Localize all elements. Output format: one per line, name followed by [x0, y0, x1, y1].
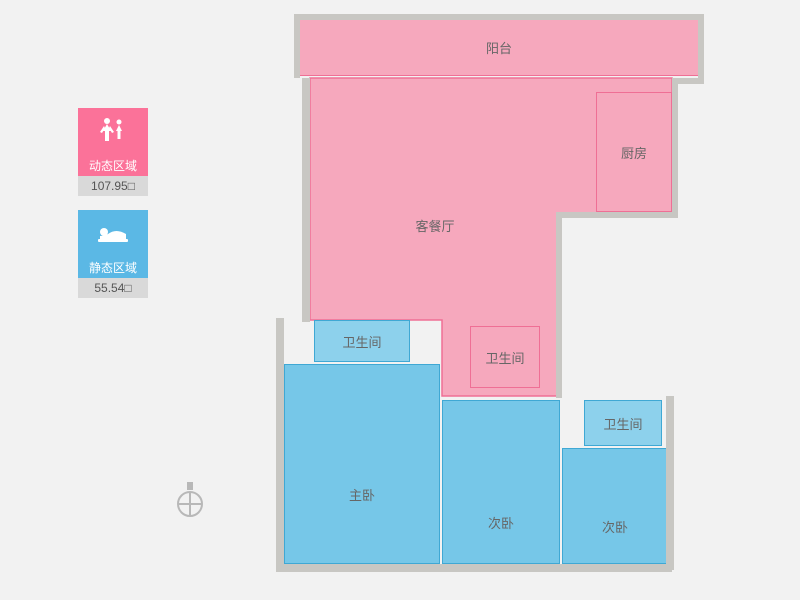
- wall-segment: [666, 396, 674, 570]
- wall-segment: [276, 318, 284, 570]
- room-balcony: 阳台: [298, 18, 700, 76]
- floorplan-stage: 客餐厅 阳台厨房卫生间卫生间卫生间主卧次卧次卧 动态区域 107.95□: [0, 0, 800, 600]
- legend-static-value: 55.54□: [78, 278, 148, 298]
- room-bath3: 卫生间: [584, 400, 662, 446]
- room-master-label: 主卧: [349, 485, 375, 504]
- label-text: 客餐厅: [415, 216, 454, 235]
- wall-segment: [294, 14, 704, 20]
- wall-segment: [276, 564, 672, 572]
- wall-segment: [556, 212, 562, 398]
- room-master: 主卧: [284, 364, 440, 564]
- room-kitchen-label: 厨房: [621, 143, 647, 162]
- legend-dynamic-title: 动态区域: [78, 156, 148, 176]
- wall-segment: [302, 78, 310, 322]
- legend-static-title: 静态区域: [78, 258, 148, 278]
- wall-segment: [672, 78, 678, 218]
- room-second2: 次卧: [562, 448, 668, 564]
- room-second2-label: 次卧: [602, 517, 628, 536]
- legend-dynamic-icon-box: [78, 108, 148, 156]
- room-living-label: 客餐厅: [405, 215, 465, 235]
- wall-segment: [698, 14, 704, 78]
- legend-dynamic-value: 107.95□: [78, 176, 148, 196]
- room-bath2: 卫生间: [470, 326, 540, 388]
- people-icon: [96, 115, 130, 149]
- room-bath3-label: 卫生间: [603, 414, 642, 433]
- room-bath1-label: 卫生间: [342, 332, 381, 351]
- room-bath1: 卫生间: [314, 320, 410, 362]
- legend-static: 静态区域 55.54□: [78, 210, 148, 298]
- room-kitchen: 厨房: [596, 92, 672, 212]
- room-bath2-label: 卫生间: [485, 348, 524, 367]
- room-second1-label: 次卧: [488, 513, 514, 532]
- compass-icon: [170, 480, 210, 520]
- room-second1: 次卧: [442, 400, 560, 564]
- legend-dynamic: 动态区域 107.95□: [78, 108, 148, 196]
- legend-static-icon-box: [78, 210, 148, 258]
- wall-segment: [294, 14, 300, 78]
- room-balcony-label: 阳台: [486, 38, 512, 57]
- wall-segment: [556, 212, 676, 218]
- sleep-icon: [94, 220, 132, 248]
